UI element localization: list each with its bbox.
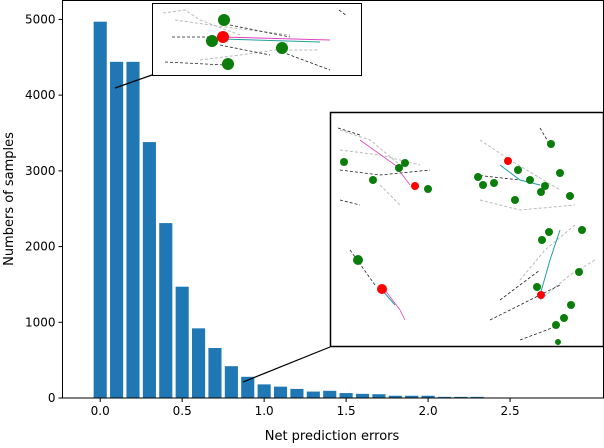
x-tick-label: 1.5: [337, 404, 356, 418]
x-tick-label: 2.5: [501, 404, 520, 418]
y-tick-label: 4000: [25, 88, 56, 102]
bar: [258, 384, 271, 398]
bar: [143, 142, 156, 398]
bar: [94, 22, 107, 398]
bar: [323, 391, 336, 398]
y-tick-label: 1000: [25, 315, 56, 329]
x-tick-label: 2.0: [419, 404, 438, 418]
x-tick-label: 0.0: [91, 404, 110, 418]
bar: [340, 393, 353, 398]
bar: [274, 387, 287, 398]
y-tick-label: 2000: [25, 240, 56, 254]
bar: [176, 287, 189, 398]
bar: [356, 394, 369, 398]
bar: [372, 394, 385, 398]
inset-trajectory-2: [331, 113, 604, 347]
bar: [307, 392, 320, 398]
bar: [159, 223, 172, 398]
y-tick-label: 0: [48, 391, 56, 405]
inset-connector-2: [243, 347, 330, 382]
bar: [208, 348, 221, 398]
bar: [225, 366, 238, 398]
x-tick-label: 1.0: [255, 404, 274, 418]
bar: [126, 62, 139, 398]
bar: [290, 389, 303, 398]
inset-trajectory-1: [153, 4, 362, 76]
bar: [110, 62, 123, 398]
x-axis-label: Net prediction errors: [265, 429, 400, 444]
y-tick-label: 3000: [25, 164, 56, 178]
y-axis-label: Numbers of samples: [2, 132, 17, 266]
bar: [192, 328, 205, 398]
y-tick-label: 5000: [25, 12, 56, 26]
x-tick-label: 0.5: [173, 404, 192, 418]
